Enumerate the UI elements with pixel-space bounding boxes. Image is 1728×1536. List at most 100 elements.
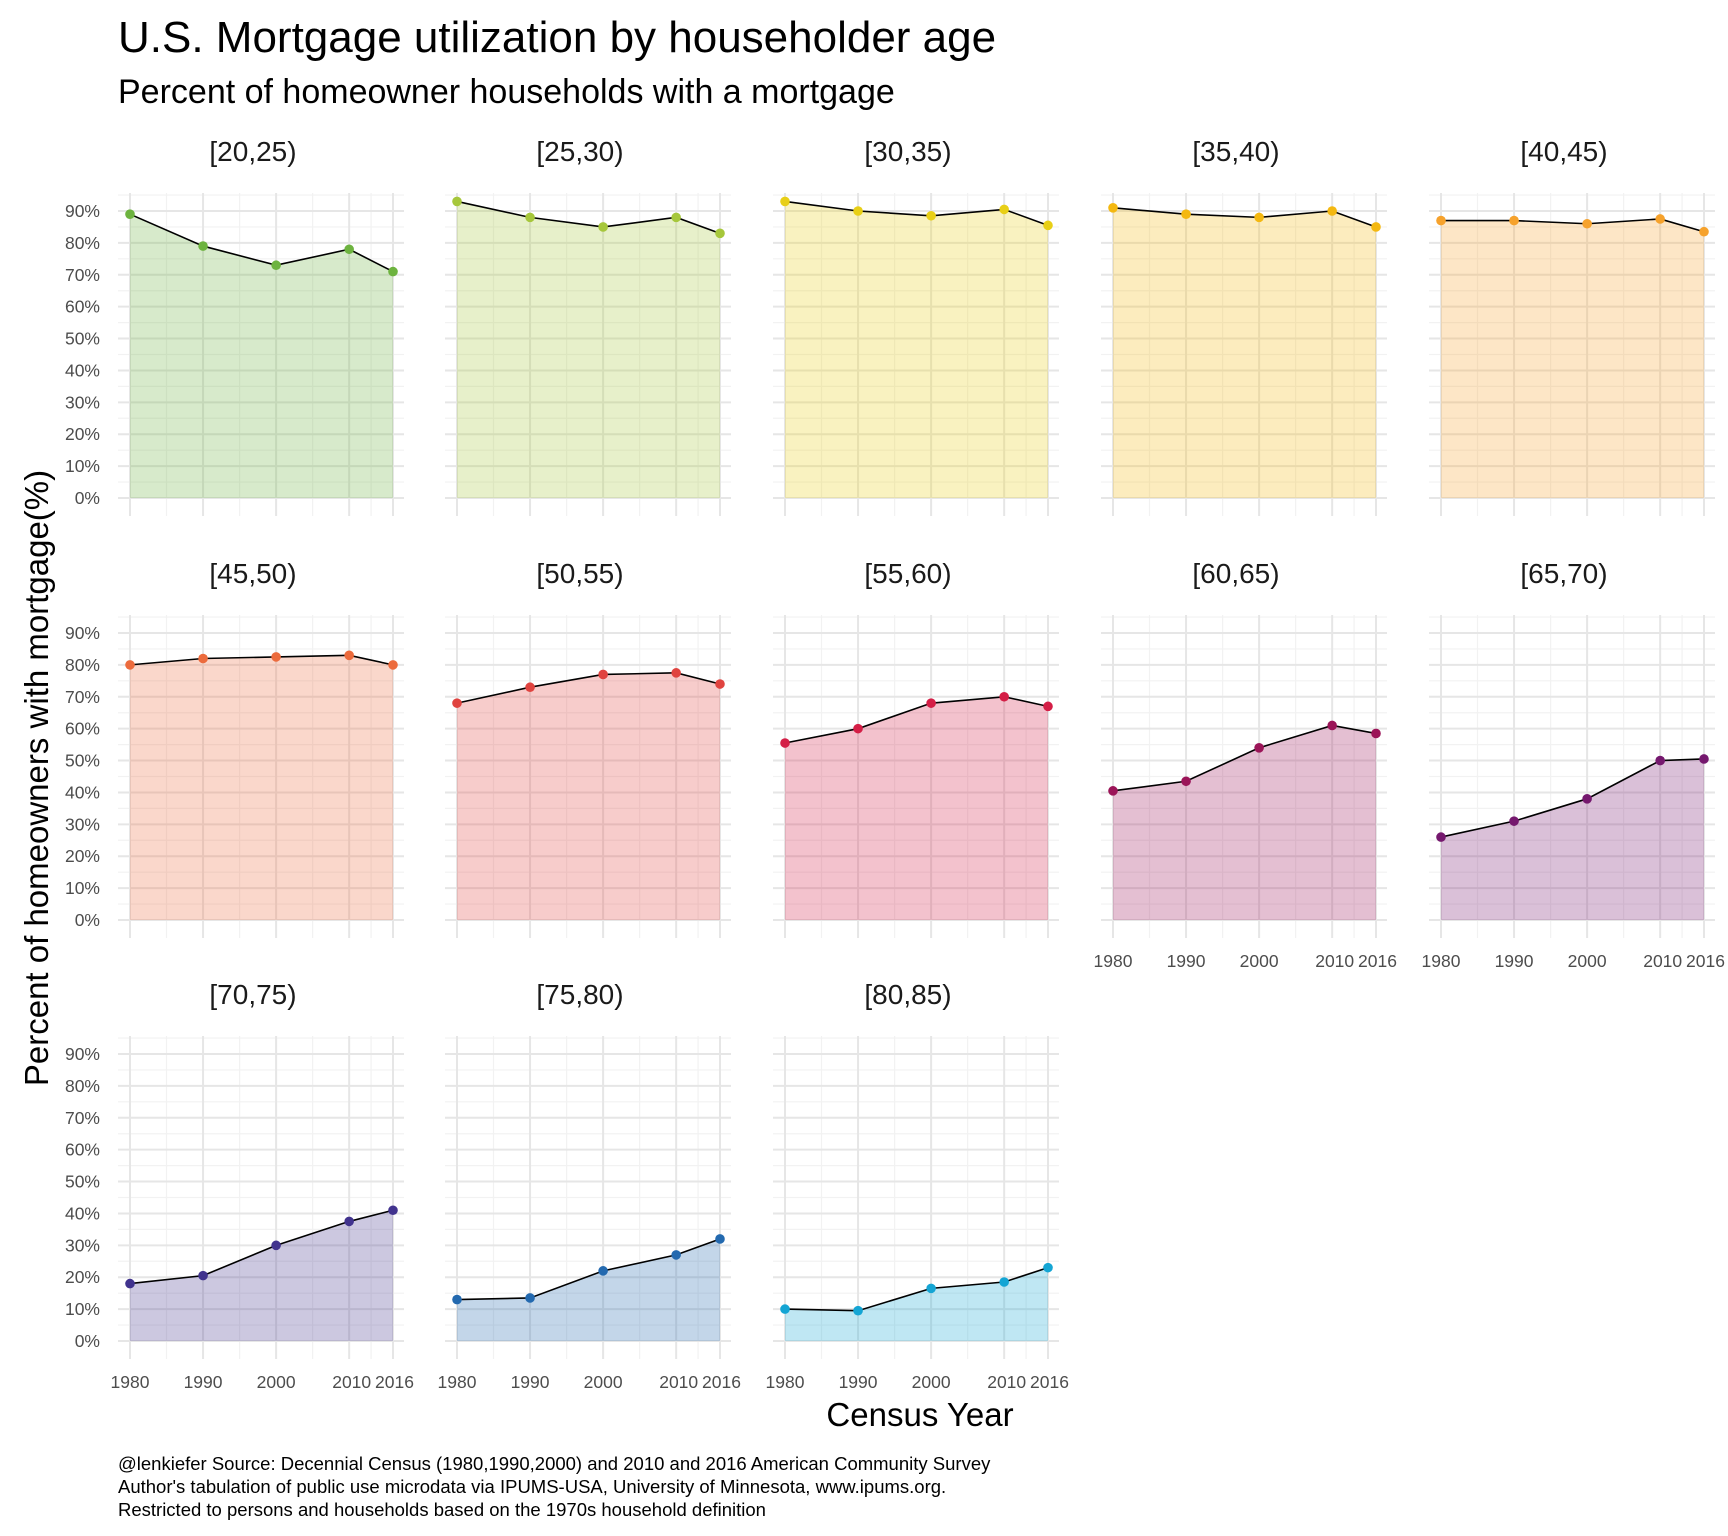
data-point	[780, 196, 790, 207]
data-point	[1254, 212, 1264, 223]
y-tick-label: 10%	[65, 1299, 100, 1319]
panel-grid	[1429, 615, 1715, 938]
x-tick-label: 2010	[1315, 951, 1354, 971]
data-point	[1509, 215, 1519, 226]
series-area	[457, 201, 720, 498]
series-area	[457, 672, 720, 920]
x-tick-label: 2000	[1240, 951, 1279, 971]
data-point	[926, 1283, 936, 1294]
data-point	[715, 679, 725, 689]
caption-line-1: @lenkiefer Source: Decennial Census (198…	[118, 1453, 991, 1474]
series-area	[1113, 725, 1376, 920]
panel-title: [45,50)	[209, 558, 296, 589]
y-axis-title: Percent of homeowners with mortgage(%)	[18, 470, 55, 1086]
series-area	[457, 1238, 720, 1341]
data-point	[1108, 203, 1118, 213]
x-tick-label: 1990	[511, 1372, 550, 1392]
y-tick-label: 30%	[65, 392, 100, 412]
series-area	[130, 1210, 393, 1341]
data-point	[344, 1216, 354, 1227]
data-point	[1582, 794, 1592, 804]
panel-grid	[1429, 193, 1715, 516]
x-tick-label: 2016	[1358, 951, 1397, 971]
x-tick-label: 1980	[1094, 951, 1133, 971]
data-point	[1327, 720, 1337, 731]
data-point	[1043, 1262, 1053, 1273]
chart-subtitle: Percent of homeowner households with a m…	[118, 73, 895, 111]
panel-3: [35,40)	[1101, 136, 1387, 516]
panel-8: [60,65) 1980 1990 2000 2010 2016	[1094, 558, 1397, 971]
chart-title: U.S. Mortgage utilization by householder…	[118, 13, 996, 62]
panel-grid	[118, 193, 404, 516]
x-tick-label: 2016	[375, 1372, 414, 1392]
y-tick-label: 10%	[65, 456, 100, 476]
panel-title: [75,80)	[536, 979, 623, 1010]
panel-title: [30,35)	[864, 136, 951, 167]
x-tick-label: 2010	[659, 1372, 698, 1392]
data-point	[271, 260, 281, 271]
panel-title: [50,55)	[536, 558, 623, 589]
y-tick-label: 0%	[75, 910, 100, 930]
data-point	[671, 668, 681, 678]
y-tick-label: 80%	[65, 233, 100, 253]
panel-4: [40,45)	[1429, 136, 1715, 516]
data-point	[598, 1266, 608, 1276]
data-point	[1181, 776, 1191, 787]
panel-grid	[445, 1036, 731, 1359]
series-area	[1441, 218, 1704, 498]
data-point	[1699, 754, 1709, 764]
data-point	[780, 1304, 790, 1314]
y-tick-label: 50%	[65, 751, 100, 771]
caption-line-2: Author's tabulation of public use microd…	[118, 1476, 946, 1497]
panel-title: [80,85)	[864, 979, 951, 1010]
x-tick-label: 1980	[438, 1372, 477, 1392]
panel-title: [40,45)	[1520, 136, 1607, 167]
panel-title: [25,30)	[536, 136, 623, 167]
y-tick-label: 30%	[65, 1235, 100, 1255]
y-tick-label: 0%	[75, 488, 100, 508]
x-tick-label: 2016	[702, 1372, 741, 1392]
data-point	[999, 691, 1009, 702]
data-point	[853, 1305, 863, 1316]
y-tick-label: 80%	[65, 655, 100, 675]
series-area	[130, 214, 393, 498]
data-point	[1181, 209, 1191, 219]
x-tick-label: 1990	[839, 1372, 878, 1392]
x-tick-label: 1980	[111, 1372, 150, 1392]
panel-title: [55,60)	[864, 558, 951, 589]
x-tick-label: 2010	[1643, 951, 1682, 971]
facet-panels: [20,25) 0% 10% 20% 30% 40% 50% 60% 70% 80% 90% [25,…	[65, 136, 1725, 1392]
y-tick-label: 60%	[65, 1140, 100, 1160]
data-point	[125, 660, 135, 670]
x-tick-label: 1990	[1167, 951, 1206, 971]
panel-title: [35,40)	[1192, 136, 1279, 167]
panel-grid	[118, 1036, 404, 1359]
x-tick-label: 2016	[1030, 1372, 1069, 1392]
data-point	[388, 266, 398, 277]
data-point	[1043, 220, 1053, 231]
y-tick-label: 20%	[65, 1267, 100, 1287]
data-point	[1655, 214, 1665, 224]
panel-11: [75,80) 1980 1990 2000 2010 2016	[438, 979, 741, 1392]
series-area	[785, 696, 1048, 920]
data-point	[344, 650, 354, 661]
data-point	[1371, 728, 1381, 739]
caption: @lenkiefer Source: Decennial Census (198…	[118, 1453, 991, 1520]
data-point	[926, 210, 936, 221]
data-point	[271, 1240, 281, 1251]
series-area	[785, 1267, 1048, 1341]
data-point	[198, 1270, 208, 1281]
y-tick-label: 90%	[65, 1044, 100, 1064]
panel-title: [70,75)	[209, 979, 296, 1010]
y-tick-label: 20%	[65, 846, 100, 866]
data-point	[1254, 743, 1264, 753]
panel-grid	[1101, 615, 1387, 938]
x-tick-label: 1980	[1422, 951, 1461, 971]
panel-10: [70,75) 0% 10% 20% 30% 40% 50% 60% 70% 80% 90% 1980…	[65, 979, 414, 1392]
data-point	[999, 204, 1009, 215]
data-point	[198, 653, 208, 664]
panel-title: [60,65)	[1192, 558, 1279, 589]
panel-6: [50,55)	[445, 558, 731, 938]
caption-line-3: Restricted to persons and households bas…	[118, 1499, 766, 1520]
data-point	[1327, 206, 1337, 216]
